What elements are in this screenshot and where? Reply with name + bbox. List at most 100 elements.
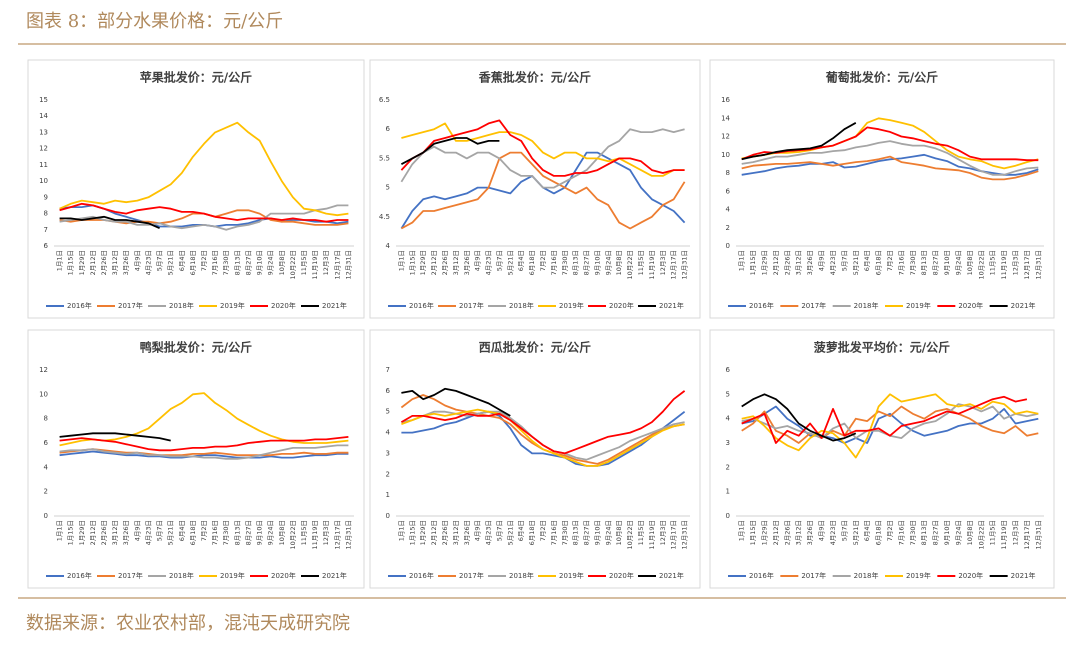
x-tick-label: 8月27日	[932, 250, 940, 275]
series-line	[741, 122, 857, 161]
x-tick-label: 7月16日	[211, 520, 219, 545]
x-tick-label: 2月26日	[441, 250, 449, 275]
x-tick-label: 9月10日	[943, 250, 951, 275]
legend-label: 2020年	[609, 571, 634, 580]
x-tick-label: 4月23日	[485, 250, 493, 275]
x-tick-label: 4月9日	[133, 520, 141, 541]
source-note: 数据来源：农业农村部，混沌天成研究院	[26, 613, 350, 634]
x-tick-label: 7月16日	[550, 250, 558, 275]
x-tick-label: 6月18日	[528, 520, 536, 545]
x-tick-label: 10月22日	[626, 520, 634, 550]
x-tick-label: 7月2日	[539, 250, 547, 271]
legend-label: 2016年	[749, 301, 774, 310]
y-tick-label: 6	[386, 125, 391, 133]
series-line	[400, 137, 500, 165]
y-tick-label: 8	[726, 169, 730, 177]
x-tick-label: 7月2日	[539, 520, 547, 541]
y-tick-label: 8	[44, 415, 48, 423]
y-tick-label: 4.5	[379, 213, 390, 221]
x-tick-label: 8月13日	[572, 250, 580, 275]
y-tick-label: 2	[386, 470, 390, 478]
x-tick-label: 11月19日	[311, 520, 319, 550]
x-tick-label: 9月24日	[954, 250, 962, 275]
x-tick-label: 9月10日	[593, 250, 601, 275]
x-tick-label: 4月23日	[829, 250, 837, 275]
legend-label: 2020年	[271, 301, 296, 310]
x-tick-label: 7月16日	[897, 520, 905, 545]
y-tick-label: 6	[44, 242, 49, 250]
x-tick-label: 3月12日	[795, 520, 803, 545]
legend-label: 2018年	[169, 571, 194, 580]
x-tick-label: 12月3日	[1011, 520, 1019, 545]
x-tick-label: 12月31日	[681, 520, 689, 550]
y-tick-label: 10	[721, 151, 730, 159]
x-tick-label: 3月12日	[795, 250, 803, 275]
y-tick-label: 4	[386, 242, 391, 250]
y-tick-label: 4	[726, 415, 731, 423]
y-tick-label: 0	[386, 512, 390, 520]
legend-label: 2017年	[118, 301, 143, 310]
series-line	[741, 405, 1039, 444]
x-tick-label: 2月12日	[772, 520, 780, 545]
series-line	[741, 395, 1028, 444]
x-tick-label: 3月26日	[122, 250, 130, 275]
series-line	[59, 432, 171, 442]
series-line	[401, 122, 685, 177]
x-tick-label: 5月7日	[495, 250, 503, 271]
x-tick-label: 2月26日	[100, 520, 108, 545]
x-tick-label: 1月29日	[78, 250, 86, 275]
y-tick-label: 5	[386, 184, 390, 192]
x-tick-label: 9月24日	[954, 520, 962, 545]
x-tick-label: 1月29日	[761, 250, 769, 275]
x-tick-label: 10月8日	[966, 520, 974, 545]
x-tick-label: 7月30日	[909, 250, 917, 275]
series-line	[741, 140, 1039, 176]
x-tick-label: 9月24日	[604, 520, 612, 545]
x-tick-label: 11月19日	[648, 520, 656, 550]
x-tick-label: 11月5日	[989, 250, 997, 275]
chart-title: 苹果批发价：元/公斤	[140, 70, 252, 85]
x-tick-label: 6月18日	[189, 520, 197, 545]
x-tick-label: 10月22日	[626, 250, 634, 280]
y-tick-label: 4	[726, 206, 731, 214]
x-tick-label: 6月4日	[517, 250, 525, 271]
x-tick-label: 3月12日	[452, 250, 460, 275]
legend-label: 2020年	[958, 571, 983, 580]
x-tick-label: 12月31日	[681, 250, 689, 280]
x-tick-label: 7月2日	[886, 520, 894, 541]
x-tick-label: 3月26日	[463, 250, 471, 275]
legend-label: 2018年	[169, 301, 194, 310]
legend-label: 2016年	[67, 301, 92, 310]
legend-label: 2018年	[854, 301, 879, 310]
x-tick-label: 12月17日	[670, 250, 678, 280]
x-tick-label: 8月27日	[583, 520, 591, 545]
legend-label: 2021年	[1011, 301, 1036, 310]
y-tick-label: 10	[39, 177, 48, 185]
x-tick-label: 1月15日	[67, 250, 75, 275]
series-line	[59, 444, 349, 460]
x-tick-label: 9月24日	[267, 250, 275, 275]
chart-panel: 菠萝批发平均价：元/公斤 0 1 2 3 4 5 6 1月1日 1月15日 1月29日 2月12日 2月…	[709, 329, 1055, 589]
x-tick-label: 2月12日	[430, 250, 438, 275]
series-line	[400, 128, 685, 189]
legend-label: 2016年	[409, 301, 434, 310]
legend-label: 2018年	[509, 571, 534, 580]
x-tick-label: 8月27日	[583, 250, 591, 275]
x-tick-label: 7月30日	[222, 250, 230, 275]
x-tick-label: 7月16日	[897, 250, 905, 275]
x-tick-label: 9月24日	[267, 520, 275, 545]
x-tick-label: 4月9日	[474, 520, 482, 541]
x-tick-label: 7月30日	[561, 250, 569, 275]
series-line	[741, 117, 1039, 170]
y-tick-label: 2	[726, 224, 730, 232]
x-tick-label: 1月29日	[419, 520, 427, 545]
y-tick-label: 7	[44, 226, 48, 234]
legend-label: 2017年	[801, 571, 826, 580]
x-tick-label: 12月31日	[344, 250, 352, 280]
legend-label: 2021年	[322, 571, 347, 580]
x-tick-label: 1月29日	[419, 250, 427, 275]
legend-label: 2019年	[220, 571, 245, 580]
legend-label: 2018年	[854, 571, 879, 580]
x-tick-label: 1月29日	[761, 520, 769, 545]
